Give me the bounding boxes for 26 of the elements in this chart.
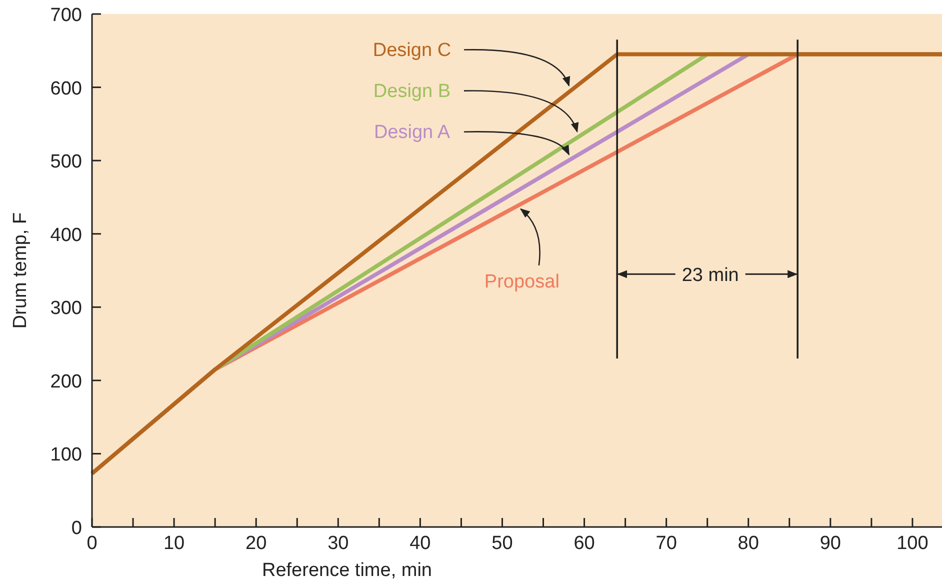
y-tick-label: 700 <box>50 5 82 26</box>
x-axis-title: Reference time, min <box>262 560 432 580</box>
x-tick-label: 70 <box>656 533 677 554</box>
x-tick-label: 60 <box>574 533 595 554</box>
text: Design C <box>372 40 452 61</box>
text: Proposal <box>484 271 560 292</box>
y-tick-label: 300 <box>50 298 82 320</box>
annotation: 23 min <box>682 265 739 286</box>
x-tick-label: 100 <box>896 533 928 554</box>
y-tick-label: 100 <box>50 444 82 466</box>
text: Design B <box>373 80 451 102</box>
x-tick-label: 20 <box>246 533 267 554</box>
x-tick-label: 90 <box>820 533 841 554</box>
y-tick-label: 200 <box>50 371 82 392</box>
x-tick-label: 30 <box>328 533 349 554</box>
y-tick-label: 500 <box>50 152 82 173</box>
x-tick-label: 80 <box>738 533 759 554</box>
x-tick-label: 0 <box>86 533 98 554</box>
y-tick-label: 400 <box>50 224 82 246</box>
text: Design A <box>374 122 450 143</box>
y-tick-label: 0 <box>71 518 82 539</box>
x-tick-label: 10 <box>163 533 185 554</box>
x-tick-label: 40 <box>410 533 431 554</box>
x-tick-label: 50 <box>492 533 513 554</box>
y-tick-label: 600 <box>50 78 82 100</box>
y-axis-title: Drum temp, F <box>10 212 31 329</box>
